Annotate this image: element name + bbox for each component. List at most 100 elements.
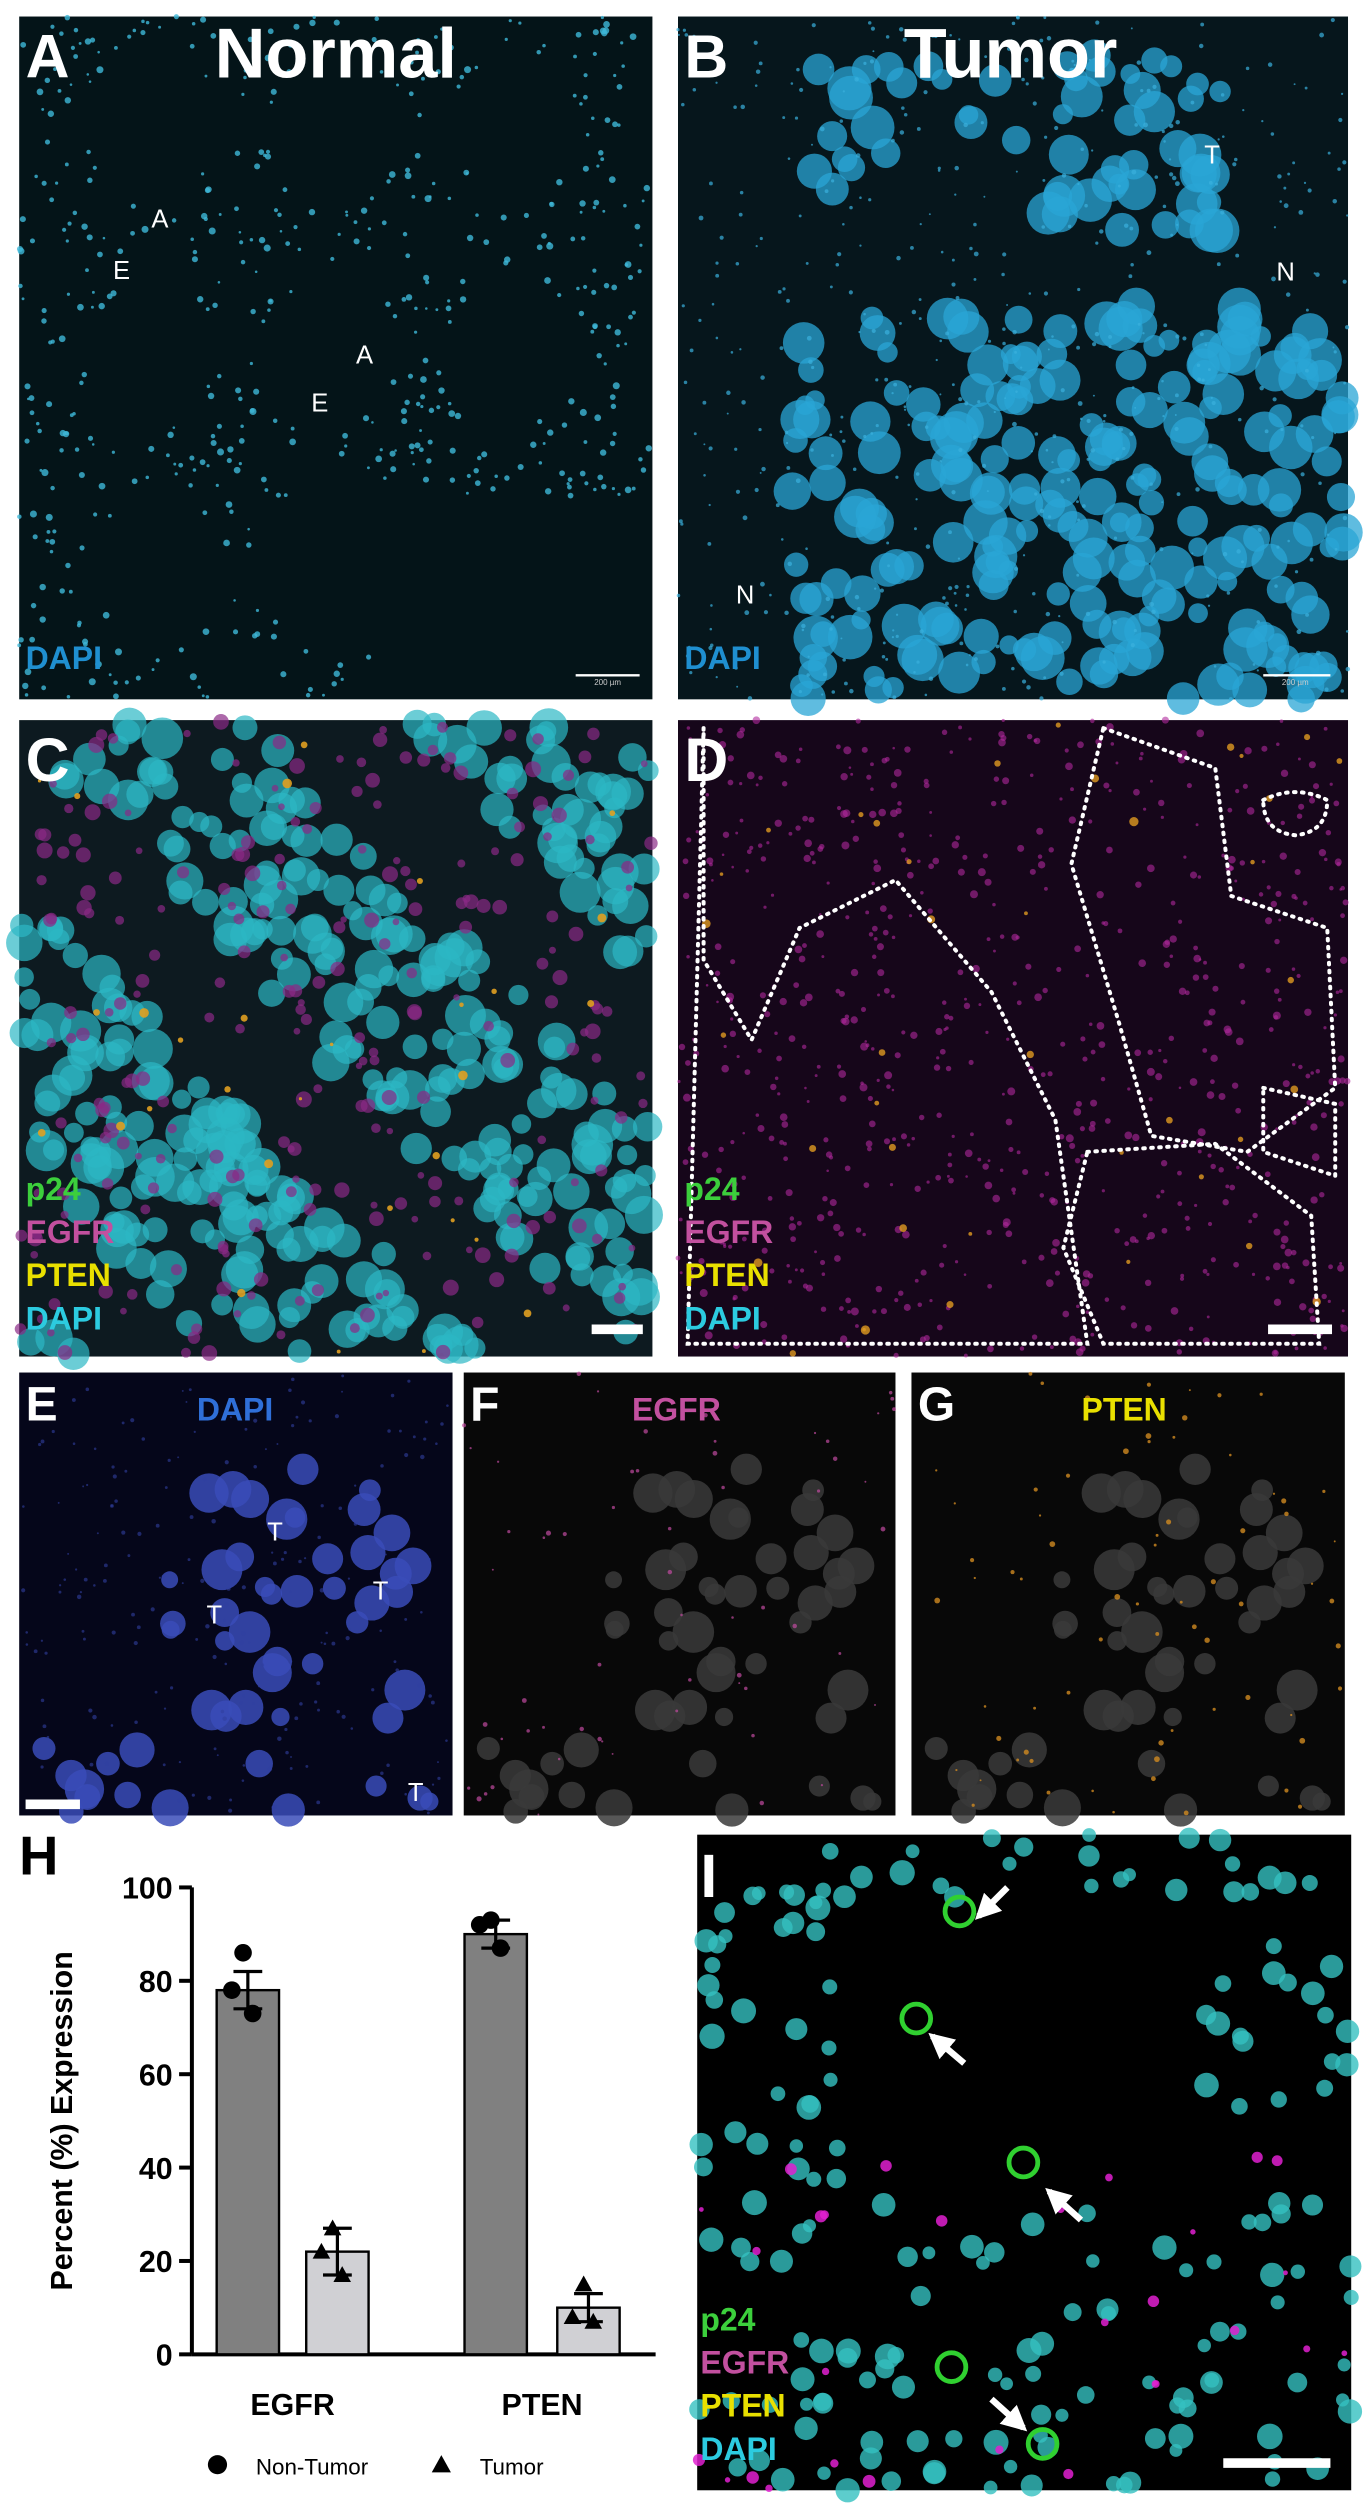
texture: [854, 594, 860, 600]
texture: [1026, 733, 1033, 740]
texture: [58, 335, 66, 343]
texture: [261, 319, 266, 324]
texture: [155, 1153, 166, 1164]
texture: [453, 994, 460, 1001]
texture: [210, 32, 217, 39]
texture: [1092, 394, 1095, 397]
texture: [613, 1292, 626, 1304]
texture: [1176, 492, 1181, 497]
texture: [1191, 443, 1229, 481]
texture: [887, 914, 893, 920]
texture: [842, 90, 845, 93]
texture: [1074, 945, 1081, 953]
texture: [821, 2367, 830, 2376]
texture: [718, 1146, 724, 1153]
texture: [454, 1058, 485, 1090]
texture: [309, 1183, 322, 1196]
texture: [354, 1032, 366, 1044]
y-tick-label: 40: [139, 2152, 173, 2186]
texture: [748, 2449, 770, 2472]
texture: [1062, 1310, 1070, 1318]
data-point: [223, 1981, 241, 1999]
texture: [1296, 813, 1303, 819]
texture: [1043, 16, 1047, 20]
texture: [202, 1477, 207, 1482]
texture: [277, 1736, 282, 1741]
texture: [728, 1244, 733, 1249]
texture: [1103, 414, 1107, 418]
texture: [1290, 1085, 1299, 1094]
texture: [973, 251, 979, 257]
texture: [851, 819, 855, 824]
texture: [896, 255, 901, 261]
texture: [408, 902, 423, 916]
texture: [1295, 1114, 1299, 1118]
texture: [113, 693, 119, 700]
texture: [579, 1726, 584, 1732]
texture: [579, 102, 583, 106]
texture: [773, 472, 812, 510]
texture: [216, 448, 225, 456]
texture: [1161, 129, 1165, 134]
texture: [697, 1974, 720, 1997]
texture: [895, 807, 902, 814]
texture: [56, 846, 70, 859]
texture: [353, 238, 360, 245]
texture: [407, 373, 414, 379]
texture: [476, 1736, 500, 1760]
texture: [1129, 431, 1134, 436]
texture: [553, 1173, 590, 1210]
texture: [721, 1485, 725, 1490]
texture: [689, 737, 692, 740]
texture: [987, 1159, 991, 1163]
texture: [903, 1303, 911, 1311]
texture: [366, 654, 372, 660]
texture: [727, 779, 734, 786]
texture: [141, 19, 145, 24]
texture: [786, 466, 791, 470]
texture: [1271, 276, 1276, 282]
texture: [973, 277, 977, 281]
texture: [173, 14, 179, 20]
texture: [1088, 58, 1091, 61]
texture: [677, 33, 680, 37]
texture: [39, 468, 43, 472]
texture: [95, 729, 108, 741]
texture: [1177, 1201, 1183, 1207]
texture: [984, 2242, 1005, 2263]
texture: [715, 1793, 749, 1827]
texture: [537, 419, 543, 425]
texture: [965, 663, 969, 667]
texture: [919, 629, 924, 634]
texture: [1101, 921, 1105, 925]
texture: [749, 845, 754, 850]
texture: [744, 1069, 751, 1075]
texture: [41, 107, 45, 111]
texture: [1209, 80, 1231, 103]
texture: [542, 1281, 556, 1295]
texture: [1039, 1193, 1045, 1198]
texture: [580, 1028, 589, 1037]
texture: [982, 1163, 989, 1170]
texture: [177, 866, 190, 879]
texture: [63, 1188, 100, 1225]
texture: [255, 608, 260, 613]
texture: [580, 236, 586, 241]
texture: [730, 1453, 762, 1485]
texture: [58, 1590, 62, 1594]
texture: [871, 328, 876, 333]
texture: [347, 988, 375, 1016]
texture: [331, 1641, 336, 1646]
texture: [1179, 2263, 1194, 2278]
texture: [1201, 378, 1205, 382]
texture: [46, 1735, 50, 1739]
texture: [422, 476, 430, 483]
texture: [1022, 1168, 1029, 1176]
texture: [95, 660, 102, 668]
texture: [826, 881, 830, 885]
texture: [1210, 396, 1213, 400]
texture: [903, 112, 908, 117]
texture: [238, 396, 243, 402]
texture: [583, 440, 588, 444]
texture: [1223, 1881, 1245, 1903]
